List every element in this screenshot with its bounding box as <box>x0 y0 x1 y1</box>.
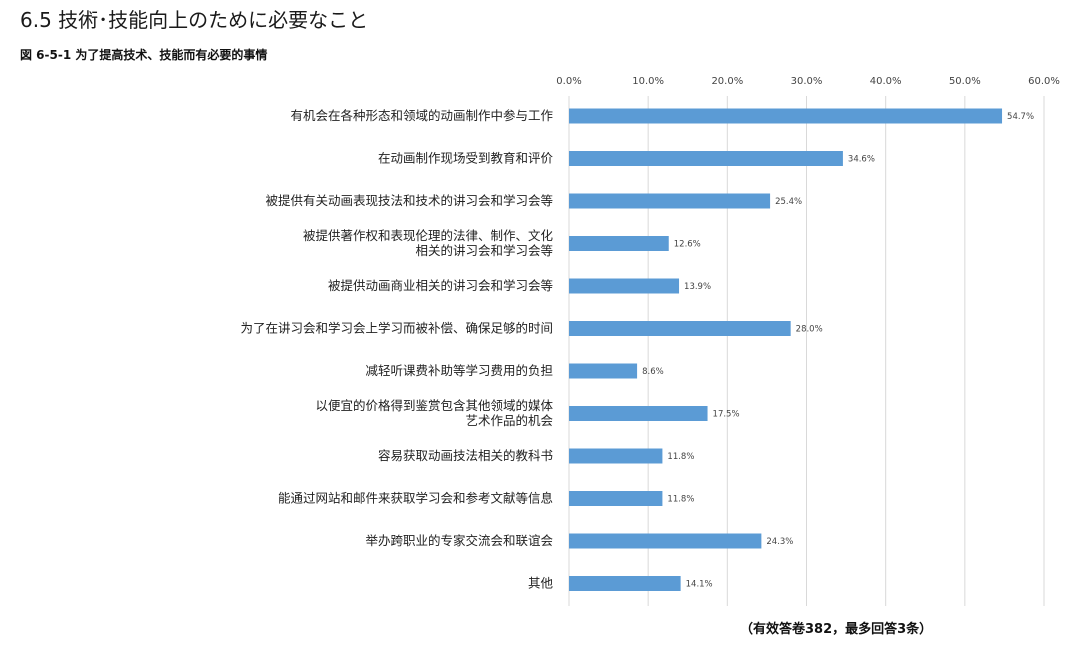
category-label: 被提供有关动画表现技法和技术的讲习会和学习会等 <box>265 193 553 208</box>
x-tick-label: 50.0% <box>949 76 981 87</box>
category-label: 举办跨职业的专家交流会和联谊会 <box>365 533 553 548</box>
category-label: 为了在讲习会和学习会上学习而被补偿、确保足够的时间 <box>240 321 553 336</box>
data-label: 17.5% <box>713 410 740 420</box>
category-label: 以便宜的价格得到鉴赏包含其他领域的媒体艺术作品的机会 <box>315 398 553 428</box>
x-tick-label: 0.0% <box>556 76 581 87</box>
x-tick-label: 40.0% <box>870 76 902 87</box>
category-label: 被提供动画商业相关的讲习会和学习会等 <box>328 278 553 293</box>
data-label: 28.0% <box>796 325 823 335</box>
data-label: 11.8% <box>667 495 694 505</box>
data-label: 25.4% <box>775 197 802 207</box>
bar <box>569 363 638 379</box>
bar <box>569 108 1003 124</box>
category-label: 容易获取动画技法相关的教科书 <box>378 448 553 463</box>
figure-caption: 図 6-5-1 为了提高技术、技能而有必要的事情 <box>20 48 268 62</box>
data-label: 11.8% <box>667 452 694 462</box>
bar <box>569 576 681 591</box>
bar <box>569 151 843 166</box>
gridlines <box>568 96 1045 606</box>
data-label: 54.7% <box>1007 112 1034 122</box>
category-label: 其他 <box>528 576 554 591</box>
bar <box>569 321 791 336</box>
data-label: 34.6% <box>848 155 875 165</box>
category-labels: 有机会在各种形态和领域的动画制作中参与工作在动画制作现场受到教育和评价被提供有关… <box>240 108 553 591</box>
bar <box>569 278 680 294</box>
bar <box>569 533 762 549</box>
value-labels: 54.7% 34.6% 25.4% 12.6% 13.9% 28.0% 8.6% 17.5% 1… <box>642 112 1034 590</box>
x-tick-label: 30.0% <box>791 76 823 87</box>
bar <box>569 406 708 421</box>
bars <box>569 108 1003 591</box>
data-label: 8.6% <box>642 367 664 377</box>
bar <box>569 448 663 464</box>
bar <box>569 491 663 506</box>
bar <box>569 193 771 209</box>
data-label: 24.3% <box>766 537 793 547</box>
chart-footnote: （有效答卷382，最多回答3条） <box>740 622 933 637</box>
x-axis-ticks: 0.0% 10.0% 20.0% 30.0% 40.0% 50.0% 60.0% <box>556 76 1060 87</box>
category-label: 能通过网站和邮件来获取学习会和参考文献等信息 <box>278 491 553 506</box>
category-label: 有机会在各种形态和领域的动画制作中参与工作 <box>290 108 553 123</box>
bar-chart: 0.0% 10.0% 20.0% 30.0% 40.0% 50.0% 60.0% 有机会在各… <box>240 76 1060 606</box>
x-tick-label: 20.0% <box>711 76 743 87</box>
data-label: 14.1% <box>686 580 713 590</box>
category-label: 减轻听课费补助等学习费用的负担 <box>365 363 553 378</box>
category-label: 被提供著作权和表现伦理的法律、制作、文化相关的讲习会和学习会等 <box>303 228 554 258</box>
x-tick-label: 10.0% <box>632 76 664 87</box>
data-label: 12.6% <box>674 240 701 250</box>
bar <box>569 236 669 251</box>
data-label: 13.9% <box>684 282 711 292</box>
section-title: 6.5 技術･技能向上のために必要なこと <box>20 8 369 32</box>
category-label: 在动画制作现场受到教育和评价 <box>378 151 554 166</box>
x-tick-label: 60.0% <box>1028 76 1060 87</box>
